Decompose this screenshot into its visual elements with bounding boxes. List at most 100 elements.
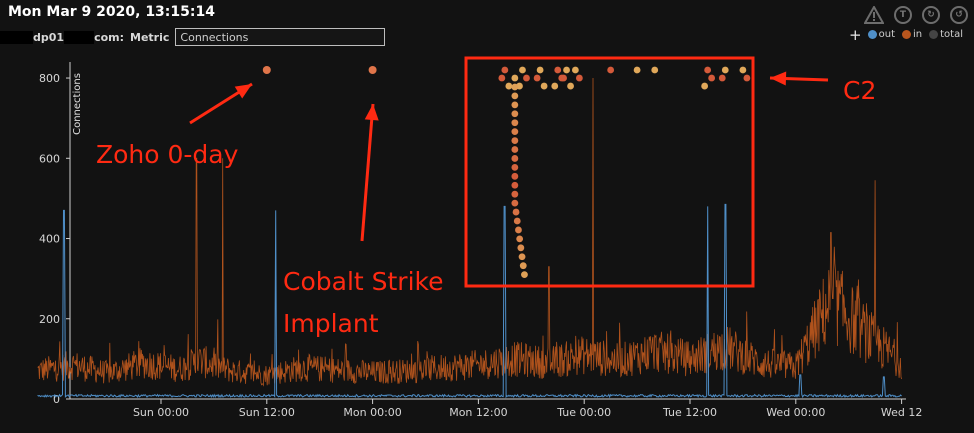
c2-beacon-dot bbox=[501, 66, 509, 74]
c2-beacon-dot bbox=[511, 83, 519, 91]
x-tick-label: Wed 00:00 bbox=[766, 406, 825, 419]
y-tick-label: 400 bbox=[39, 233, 60, 246]
c2-beacon-dot bbox=[511, 163, 519, 171]
x-tick-label: Mon 00:00 bbox=[343, 406, 401, 419]
c2-beacon-dot bbox=[512, 208, 520, 216]
y-tick-label: 800 bbox=[39, 72, 60, 85]
in-series-line bbox=[37, 77, 902, 387]
c2-beacon-dot bbox=[513, 217, 521, 225]
c2-beacon-dot bbox=[651, 66, 659, 74]
c2-beacon-dot bbox=[739, 66, 747, 74]
c2-beacon-dot bbox=[517, 244, 525, 252]
c2-beacon-dot bbox=[633, 66, 641, 74]
arrow-zoho-head bbox=[234, 84, 252, 99]
y-tick-label: 0 bbox=[53, 393, 60, 406]
c2-beacon-dot bbox=[511, 92, 519, 100]
host-metric-row: dp01 com: Metric Connections bbox=[0, 27, 386, 47]
annotation-zoho: Zoho 0-day bbox=[96, 140, 239, 169]
host-name-part2: com: bbox=[94, 30, 125, 44]
c2-beacon-dot bbox=[518, 253, 526, 261]
c2-beacon-dot bbox=[721, 66, 729, 74]
c2-beacon-dot bbox=[511, 146, 519, 153]
c2-beacon-dot bbox=[523, 74, 530, 82]
arrow-c2-head bbox=[770, 71, 787, 86]
metric-input[interactable]: Connections bbox=[175, 28, 386, 46]
c2-beacon-dot bbox=[533, 74, 541, 82]
redacted-block bbox=[64, 30, 95, 44]
c2-beacon-dot bbox=[575, 74, 583, 82]
x-tick-label: Tue 00:00 bbox=[556, 406, 611, 419]
legend-label-in: in bbox=[913, 29, 923, 40]
add-series-icon[interactable]: + bbox=[849, 25, 862, 44]
legend-item-out[interactable]: out bbox=[867, 29, 895, 40]
c2-beacon-dot bbox=[511, 181, 519, 189]
refresh-icon[interactable]: ↻ bbox=[922, 6, 940, 24]
c2-beacon-dot bbox=[536, 66, 544, 74]
page-title: Mon Mar 9 2020, 13:15:14 bbox=[8, 4, 215, 20]
legend-item-total[interactable]: total bbox=[929, 29, 963, 40]
c2-beacon-dot bbox=[519, 66, 526, 74]
arrow-cobalt bbox=[360, 103, 375, 242]
c2-beacon-dot bbox=[563, 66, 570, 74]
c2-beacon-dot bbox=[511, 172, 519, 180]
out-series-line bbox=[37, 203, 902, 399]
warning-icon[interactable] bbox=[864, 6, 884, 24]
x-tick-label: Sun 00:00 bbox=[133, 406, 189, 419]
c2-beacon-dot bbox=[607, 66, 615, 74]
x-tick-label: Tue 12:00 bbox=[662, 406, 717, 419]
chart-legend: + out in total bbox=[849, 25, 966, 44]
event-marker-dot bbox=[368, 66, 377, 75]
history-icon[interactable]: ↺ bbox=[950, 6, 968, 24]
x-tick-label: Wed 12 bbox=[881, 406, 922, 419]
t-circle-icon[interactable]: T bbox=[894, 6, 912, 24]
arrow-cobalt-head bbox=[364, 104, 379, 121]
legend-swatch-in bbox=[902, 30, 911, 39]
host-name-part1: dp01 bbox=[33, 30, 65, 44]
c2-beacon-dot bbox=[701, 82, 709, 90]
c2-beacon-dot bbox=[511, 74, 519, 82]
c2-beacon-dot bbox=[704, 66, 712, 74]
c2-beacon-dot bbox=[511, 155, 519, 162]
redacted-block bbox=[0, 30, 33, 44]
c2-beacon-dot bbox=[519, 262, 527, 270]
y-tick-label: 200 bbox=[39, 313, 60, 326]
c2-beacon-dot bbox=[511, 137, 519, 144]
c2-beacon-dot bbox=[511, 110, 519, 118]
c2-beacon-dot bbox=[511, 128, 519, 136]
c2-beacon-dot bbox=[498, 74, 506, 82]
c2-beacon-dot bbox=[551, 82, 559, 90]
c2-beacon-dot bbox=[567, 82, 574, 90]
c2-beacon-dot bbox=[505, 82, 513, 90]
legend-label-total: total bbox=[940, 29, 963, 40]
annotation-cobalt-line1: Cobalt Strike bbox=[283, 267, 444, 296]
c2-beacon-dot bbox=[511, 199, 519, 207]
legend-item-in[interactable]: in bbox=[902, 29, 922, 40]
legend-swatch-out bbox=[867, 30, 877, 39]
x-tick-label: Mon 12:00 bbox=[449, 406, 507, 419]
annotation-cobalt-line2: Implant bbox=[283, 309, 379, 338]
c2-beacon-dot bbox=[511, 101, 519, 109]
c2-beacon-dot bbox=[516, 235, 524, 243]
legend-swatch-total bbox=[929, 30, 939, 39]
c2-beacon-dot bbox=[718, 74, 726, 82]
metric-label: Metric bbox=[130, 30, 170, 44]
c2-beacon-dot bbox=[511, 190, 519, 198]
c2-highlight-box bbox=[464, 56, 755, 288]
c2-beacon-dot bbox=[554, 66, 562, 74]
toolbar: T ↻ ↺ bbox=[864, 6, 968, 24]
c2-beacon-dot bbox=[511, 119, 519, 127]
c2-beacon-dot bbox=[708, 74, 716, 82]
c2-beacon-dot bbox=[521, 271, 528, 279]
c2-beacon-dot bbox=[743, 74, 751, 82]
x-tick-label: Sun 12:00 bbox=[239, 406, 295, 419]
event-marker-dot bbox=[262, 66, 271, 75]
c2-beacon-dot bbox=[560, 74, 567, 82]
y-axis-label: Connections bbox=[72, 73, 83, 135]
c2-beacon-dot bbox=[540, 82, 548, 90]
c2-beacon-dot bbox=[571, 66, 579, 74]
annotation-c2: C2 bbox=[843, 76, 877, 105]
y-tick-label: 600 bbox=[39, 152, 60, 165]
legend-label-out: out bbox=[878, 29, 895, 40]
c2-beacon-dot bbox=[515, 226, 522, 234]
